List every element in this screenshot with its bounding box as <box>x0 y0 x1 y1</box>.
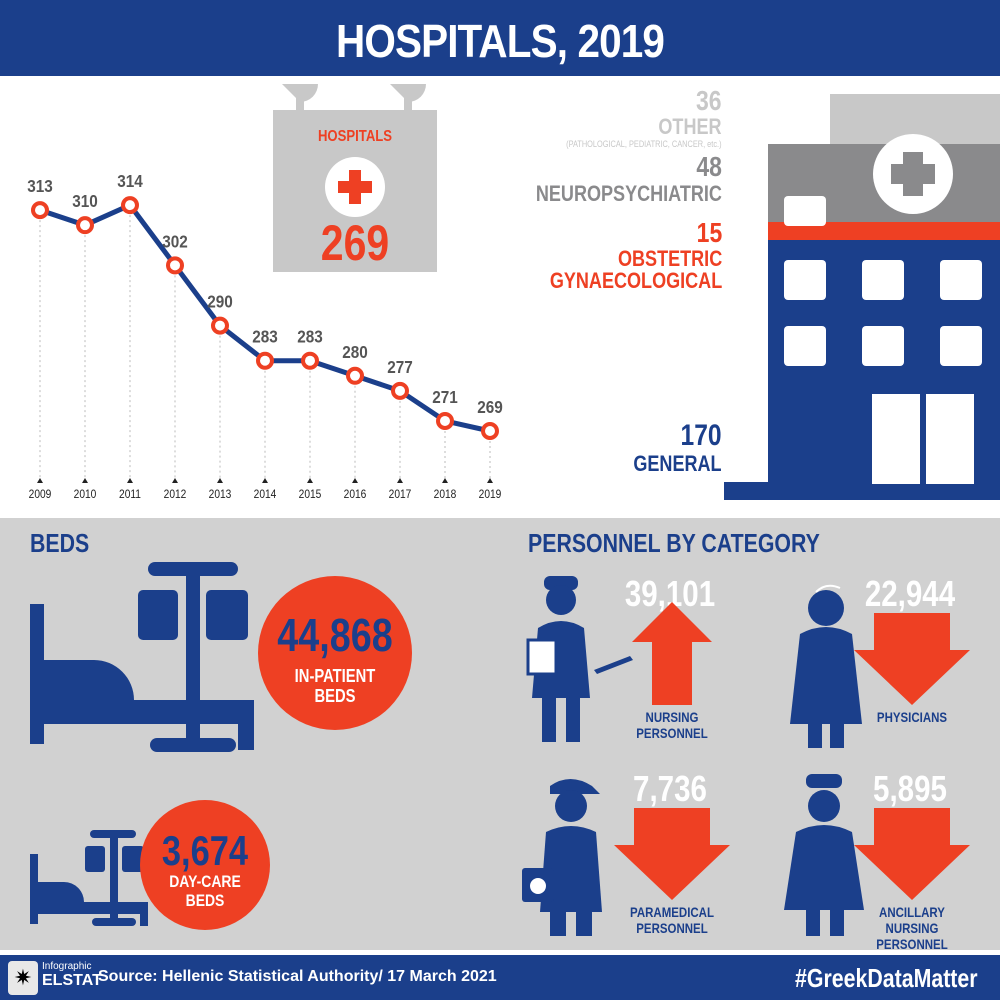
paramedic-icon <box>522 779 602 936</box>
change-period: 2019/2018 <box>892 813 932 824</box>
personnel-value: 22,944 <box>864 573 956 614</box>
logo-bottom-text: ELSTAT <box>42 972 102 989</box>
data-point <box>166 256 184 275</box>
physician-icon <box>790 584 862 748</box>
data-label: 283 <box>252 327 278 347</box>
x-tick-label: 2009 <box>29 488 52 501</box>
daycare-bed-icon <box>30 830 148 926</box>
change-value: -1.8% <box>895 652 929 671</box>
source-text: Source: Hellenic Statistical Authority/ … <box>98 968 497 985</box>
inpatient-beds-label: IN-PATIENT BEDS <box>294 666 376 706</box>
data-label: 302 <box>162 231 188 251</box>
data-point <box>481 422 499 440</box>
tick-mark <box>352 478 358 483</box>
hashtag-text: #GreekDataMatter <box>795 963 978 993</box>
personnel-label: ANCILLARY NURSING PERSONNEL <box>876 904 948 952</box>
data-point <box>346 366 364 385</box>
personnel-value: 7,736 <box>633 768 707 809</box>
x-tick-label: 2016 <box>344 488 367 501</box>
personnel-value: 39,101 <box>624 573 716 614</box>
hospitals-total: 269 <box>320 215 390 271</box>
tick-mark <box>397 478 403 483</box>
personnel-label: PHYSICIANS <box>876 709 948 725</box>
x-tick-label: 2014 <box>254 488 277 501</box>
hospital-sign-graphic <box>273 84 437 272</box>
change-period: 2019/2018 <box>892 618 932 629</box>
hospital-building-graphic <box>724 94 1000 500</box>
change-value: -0.2% <box>655 847 689 866</box>
data-label: 271 <box>432 387 458 407</box>
personnel-value: 5,895 <box>873 768 947 809</box>
tick-mark <box>487 478 493 483</box>
tick-mark <box>262 478 268 483</box>
data-point <box>31 201 49 220</box>
data-point <box>256 351 274 370</box>
elstat-logo-icon: ✷ <box>8 961 38 995</box>
inpatient-beds-value: 44,868 <box>277 609 393 661</box>
nurse-icon <box>526 576 633 742</box>
data-point <box>121 196 139 215</box>
change-value: -2.5% <box>895 847 929 866</box>
daycare-beds-circle <box>140 800 270 930</box>
beds-title: BEDS <box>30 528 90 558</box>
data-label: 277 <box>387 357 413 377</box>
tick-mark <box>442 478 448 483</box>
tick-mark <box>172 478 178 483</box>
x-tick-label: 2018 <box>434 488 457 501</box>
footer-bar: ✷ Infographic ELSTAT Source: Hellenic St… <box>0 955 1000 1000</box>
x-tick-label: 2010 <box>74 488 97 501</box>
data-label: 313 <box>27 176 53 196</box>
hospitals-sign-label: HOSPITALS <box>317 128 393 145</box>
personnel-title: PERSONNEL BY CATEGORY <box>528 528 820 558</box>
type-general: 170 GENERAL <box>633 419 722 476</box>
x-tick-label: 2019 <box>479 488 502 501</box>
type-other: 36 OTHER (PATHOLOGICAL, PEDIATRIC, CANCE… <box>566 85 722 150</box>
change-value: +0.4% <box>654 649 690 668</box>
inpatient-beds-circle <box>258 576 412 730</box>
personnel-figures <box>522 576 864 936</box>
data-label: 269 <box>477 397 503 417</box>
data-label: 290 <box>207 291 233 311</box>
x-tick-label: 2011 <box>119 488 141 501</box>
personnel-label: PARAMEDICAL PERSONNEL <box>630 904 714 936</box>
data-point <box>301 351 319 370</box>
x-tick-label: 2015 <box>299 488 322 501</box>
data-label: 283 <box>297 327 323 347</box>
tick-mark <box>37 478 43 483</box>
type-obstetric: 15 OBSTETRIC GYNAECOLOGICAL <box>549 217 722 293</box>
data-point <box>211 316 229 335</box>
tick-mark <box>307 478 313 483</box>
ancillary-nurse-icon <box>784 774 864 936</box>
data-point <box>436 411 454 430</box>
tick-mark <box>82 478 88 483</box>
daycare-beds-value: 3,674 <box>161 827 249 874</box>
page-title: HOSPITALS, 2019 <box>335 15 665 67</box>
type-neuropsychiatric: 48 NEUROPSYCHIATRIC <box>535 151 722 206</box>
data-point <box>391 381 409 400</box>
x-tick-label: 2017 <box>389 488 412 501</box>
logo-top-text: Infographic <box>42 961 92 972</box>
tick-mark <box>217 478 223 483</box>
change-period: 2019/2018 <box>652 685 692 696</box>
hospitals-line-chart: 313 2009 310 2010 314 2011 302 2012 290 2013 283 20… <box>27 171 503 501</box>
data-point <box>76 216 94 235</box>
change-period: 2019/2018 <box>652 813 692 824</box>
personnel-label: NURSING PERSONNEL <box>636 709 708 741</box>
data-label: 310 <box>72 191 98 211</box>
x-tick-label: 2012 <box>164 488 187 501</box>
data-label: 314 <box>117 171 143 191</box>
data-label: 280 <box>342 342 368 362</box>
x-tick-label: 2013 <box>209 488 232 501</box>
daycare-beds-label: DAY-CARE BEDS <box>169 872 241 910</box>
header-bar: HOSPITALS, 2019 <box>0 0 1000 80</box>
tick-mark <box>127 478 133 483</box>
inpatient-bed-icon <box>30 562 254 752</box>
